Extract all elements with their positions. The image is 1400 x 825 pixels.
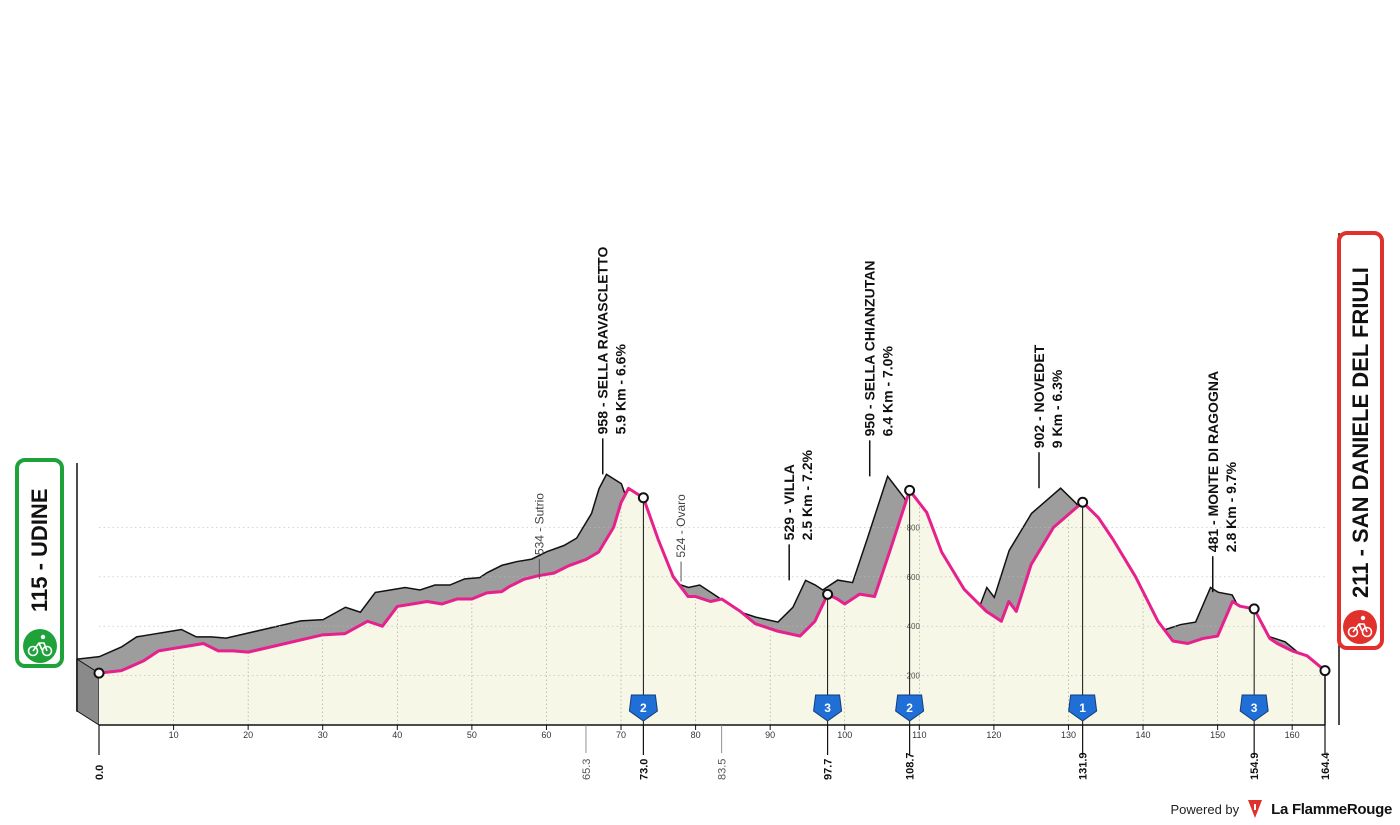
km-marker-label: 65.3 xyxy=(581,759,593,780)
x-tick-label: 10 xyxy=(169,730,179,740)
x-tick-label: 120 xyxy=(986,730,1001,740)
brand-label: La FlammeRouge xyxy=(1271,800,1392,818)
km-marker-label: 108.7 xyxy=(905,752,917,780)
km-marker-label: 154.9 xyxy=(1249,752,1261,780)
start-dot xyxy=(93,667,105,679)
x-tick-label: 50 xyxy=(467,730,477,740)
kom-category-label: 2 xyxy=(906,701,913,715)
kom-summit-dot xyxy=(637,492,649,504)
kom-category-badge: 2 xyxy=(628,694,658,722)
chart-base-layer xyxy=(76,473,1325,726)
kom-badge-shield xyxy=(1068,694,1098,722)
kom-badge-shield xyxy=(895,694,925,722)
profile-front-face xyxy=(99,488,1325,725)
kom-summit-dot xyxy=(1248,603,1260,615)
kom-badge-shield xyxy=(1239,694,1269,722)
elevation-tick-label: 400 xyxy=(907,622,921,631)
kom-category-badge: 2 xyxy=(895,694,925,722)
climb-info-label: 6.4 Km - 7.0% xyxy=(880,346,896,437)
x-tick-label: 140 xyxy=(1136,730,1151,740)
climb-info-label: 2.5 Km - 7.2% xyxy=(799,450,815,541)
climb-name-label: 529 - VILLA xyxy=(781,464,797,540)
x-tick-label: 90 xyxy=(765,730,775,740)
km-marker-label: 131.9 xyxy=(1078,752,1090,780)
x-tick-label: 20 xyxy=(243,730,253,740)
kom-category-label: 3 xyxy=(824,701,831,715)
x-tick-label: 80 xyxy=(691,730,701,740)
kom-summit-dot xyxy=(822,588,834,600)
finish-city-label: 211 - SAN DANIELE DEL FRIULI xyxy=(1348,267,1373,598)
elevation-tick-label: 600 xyxy=(907,573,921,582)
start-city-label: 115 - UDINE xyxy=(27,489,52,613)
kom-summit-dot xyxy=(904,484,916,496)
climb-info-label: 5.9 Km - 6.6% xyxy=(613,344,629,435)
kom-badge-shield xyxy=(813,694,843,722)
km-marker-label: 97.7 xyxy=(823,759,835,780)
finish-marker: 211 - SAN DANIELE DEL FRIULI xyxy=(1337,231,1384,650)
kom-category-badge: 3 xyxy=(1239,694,1269,722)
km-marker-label: 83.5 xyxy=(717,759,729,780)
grid-layer xyxy=(99,506,1325,725)
road-profile-line xyxy=(98,486,1326,675)
x-tick-label: 130 xyxy=(1061,730,1076,740)
finish-marker-frame xyxy=(1337,231,1384,650)
town-label: 524 - Ovaro xyxy=(674,494,688,558)
x-tick-label: 60 xyxy=(541,730,551,740)
kom-summit-dot xyxy=(1077,496,1089,508)
start-marker: 115 - UDINE xyxy=(15,458,64,668)
x-tick-label: 110 xyxy=(912,730,926,740)
cyclist-icon xyxy=(1347,615,1373,638)
climb-name-label: 481 - MONTE DI RAGOGNA xyxy=(1205,371,1221,552)
elevation-tick-label: 800 xyxy=(907,523,921,532)
x-axis: 10 20 30 40 50 60 70 80 90 100 110 120 130 140 150 1600… xyxy=(76,233,1340,780)
label-layer: 200 400 600 800 534 - Sutrio 524 - Ovaro 958 -… xyxy=(93,247,1331,725)
climb-name-label: 958 - SELLA RAVASCLETTO xyxy=(595,247,611,435)
climb-name-label: 902 - NOVEDET xyxy=(1031,344,1047,448)
km-marker-label: 73.0 xyxy=(638,759,650,780)
climb-info-label: 2.8 Km - 9.7% xyxy=(1223,461,1239,552)
start-marker-frame xyxy=(15,458,64,668)
x-tick-label: 40 xyxy=(392,730,402,740)
climb-info-label: 9 Km - 6.3% xyxy=(1049,369,1065,448)
km-marker-label: 0.0 xyxy=(94,765,106,780)
kom-badge-shield xyxy=(628,694,658,722)
kom-category-label: 3 xyxy=(1251,701,1258,715)
cyclist-icon xyxy=(27,634,53,657)
kom-category-badge: 3 xyxy=(813,694,843,722)
profile-layer xyxy=(98,486,1326,675)
finish-dot xyxy=(1319,665,1331,677)
kom-category-label: 2 xyxy=(640,701,647,715)
climb-name-label: 950 - SELLA CHIANZUTAN xyxy=(862,261,878,437)
x-tick-label: 30 xyxy=(318,730,328,740)
kom-category-label: 1 xyxy=(1079,701,1086,715)
powered-by-label: Powered by xyxy=(1170,801,1240,817)
elevation-tick-label: 200 xyxy=(907,672,921,681)
x-tick-label: 100 xyxy=(837,730,852,740)
x-tick-label: 160 xyxy=(1285,730,1300,740)
x-tick-label: 150 xyxy=(1210,730,1225,740)
kom-category-badge: 1 xyxy=(1068,694,1098,722)
km-marker-label: 164.4 xyxy=(1320,752,1332,780)
x-tick-label: 70 xyxy=(616,730,626,740)
footer-credit: Powered by La FlammeRouge xyxy=(1171,796,1392,822)
town-label: 534 - Sutrio xyxy=(532,493,546,555)
flame-logo-icon xyxy=(1247,798,1263,820)
